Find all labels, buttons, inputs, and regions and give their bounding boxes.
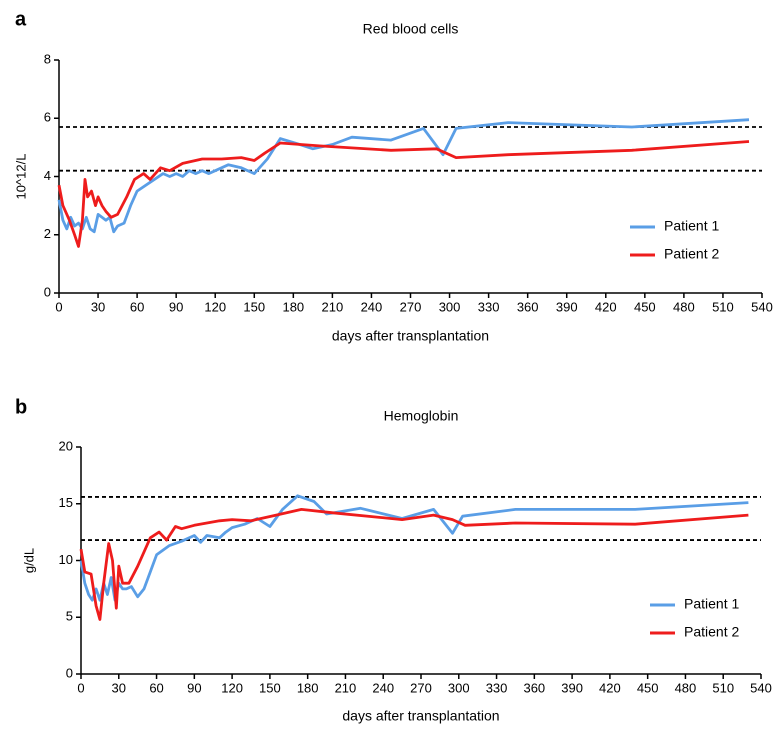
x-tick-label: 120 xyxy=(221,680,243,695)
x-axis-label: days after transplantation xyxy=(342,708,499,724)
x-tick-label: 390 xyxy=(556,299,578,314)
x-tick-label: 450 xyxy=(634,299,656,314)
panel: a Red blood cells days after transplantati… xyxy=(13,8,772,343)
x-tick-label: 330 xyxy=(478,299,500,314)
x-tick-label: 330 xyxy=(486,680,508,695)
y-tick-label: 15 xyxy=(59,495,73,510)
x-tick-label: 120 xyxy=(204,299,226,314)
x-tick-label: 510 xyxy=(712,299,734,314)
x-tick-label: 180 xyxy=(297,680,319,695)
x-tick-label: 540 xyxy=(750,680,772,695)
x-tick-label: 30 xyxy=(112,680,126,695)
x-tick-label: 240 xyxy=(372,680,394,695)
data-line xyxy=(57,118,750,234)
x-tick-label: 270 xyxy=(410,680,432,695)
legend-label: Patient 2 xyxy=(664,246,719,262)
data-line xyxy=(79,494,749,602)
x-tick-label: 0 xyxy=(77,680,84,695)
panel-label: a xyxy=(15,8,27,30)
y-tick-label: 4 xyxy=(44,168,51,183)
chart-title: Hemoglobin xyxy=(384,408,459,424)
y-tick-label: 0 xyxy=(44,284,51,299)
panel: b Hemoglobin days after transplantation g/d… xyxy=(15,396,772,723)
x-tick-label: 90 xyxy=(187,680,201,695)
x-tick-label: 270 xyxy=(400,299,422,314)
x-tick-label: 300 xyxy=(448,680,470,695)
x-tick-label: 150 xyxy=(259,680,281,695)
x-tick-label: 480 xyxy=(675,680,697,695)
y-axis-label: g/dL xyxy=(21,548,36,573)
x-tick-label: 90 xyxy=(169,299,183,314)
x-tick-label: 540 xyxy=(751,299,773,314)
x-tick-label: 60 xyxy=(149,680,163,695)
x-tick-label: 300 xyxy=(439,299,461,314)
legend-label: Patient 1 xyxy=(684,596,739,612)
x-tick-label: 210 xyxy=(322,299,344,314)
legend-label: Patient 2 xyxy=(684,624,739,640)
y-tick-label: 5 xyxy=(66,609,73,624)
x-tick-label: 510 xyxy=(712,680,734,695)
data-line xyxy=(79,508,749,621)
x-tick-label: 60 xyxy=(130,299,144,314)
y-tick-label: 20 xyxy=(59,438,73,453)
x-tick-label: 390 xyxy=(561,680,583,695)
x-tick-label: 240 xyxy=(361,299,383,314)
y-tick-label: 10 xyxy=(59,552,73,567)
x-tick-label: 420 xyxy=(595,299,617,314)
data-line xyxy=(57,140,750,248)
y-tick-label: 2 xyxy=(44,226,51,241)
x-tick-label: 420 xyxy=(599,680,621,695)
x-tick-label: 360 xyxy=(523,680,545,695)
x-tick-label: 180 xyxy=(282,299,304,314)
legend-label: Patient 1 xyxy=(664,218,719,234)
x-tick-label: 480 xyxy=(673,299,695,314)
chart-title: Red blood cells xyxy=(363,21,459,37)
x-tick-label: 450 xyxy=(637,680,659,695)
y-tick-label: 6 xyxy=(44,110,51,125)
x-tick-label: 150 xyxy=(243,299,265,314)
x-axis-label: days after transplantation xyxy=(332,328,489,344)
panel-label: b xyxy=(15,396,27,418)
y-axis-label: 10^12/L xyxy=(13,154,28,200)
x-tick-label: 360 xyxy=(517,299,539,314)
y-tick-label: 8 xyxy=(44,51,51,66)
x-tick-label: 30 xyxy=(91,299,105,314)
x-tick-label: 210 xyxy=(335,680,357,695)
y-tick-label: 0 xyxy=(66,665,73,680)
x-tick-label: 0 xyxy=(55,299,62,314)
